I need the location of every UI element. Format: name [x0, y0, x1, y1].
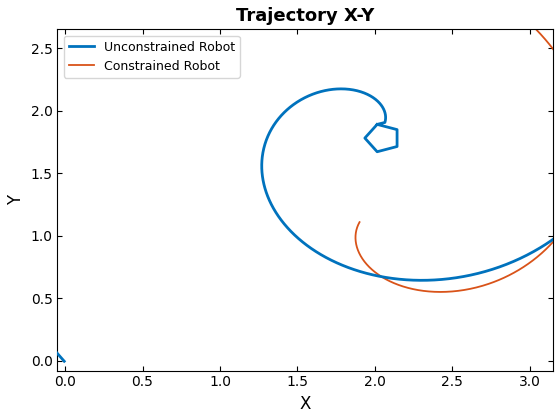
Constrained Robot: [502, 274, 509, 279]
Unconstrained Robot: [295, 236, 301, 241]
Constrained Robot: [356, 220, 363, 225]
Y-axis label: Y: Y: [7, 195, 25, 205]
Unconstrained Robot: [374, 122, 380, 127]
X-axis label: X: X: [300, 395, 311, 413]
Legend: Unconstrained Robot, Constrained Robot: Unconstrained Robot, Constrained Robot: [64, 36, 240, 78]
Line: Unconstrained Robot: Unconstrained Robot: [0, 0, 560, 361]
Title: Trajectory X-Y: Trajectory X-Y: [236, 7, 375, 25]
Unconstrained Robot: [277, 114, 284, 119]
Unconstrained Robot: [61, 359, 68, 364]
Constrained Robot: [379, 275, 386, 280]
Constrained Robot: [465, 287, 472, 292]
